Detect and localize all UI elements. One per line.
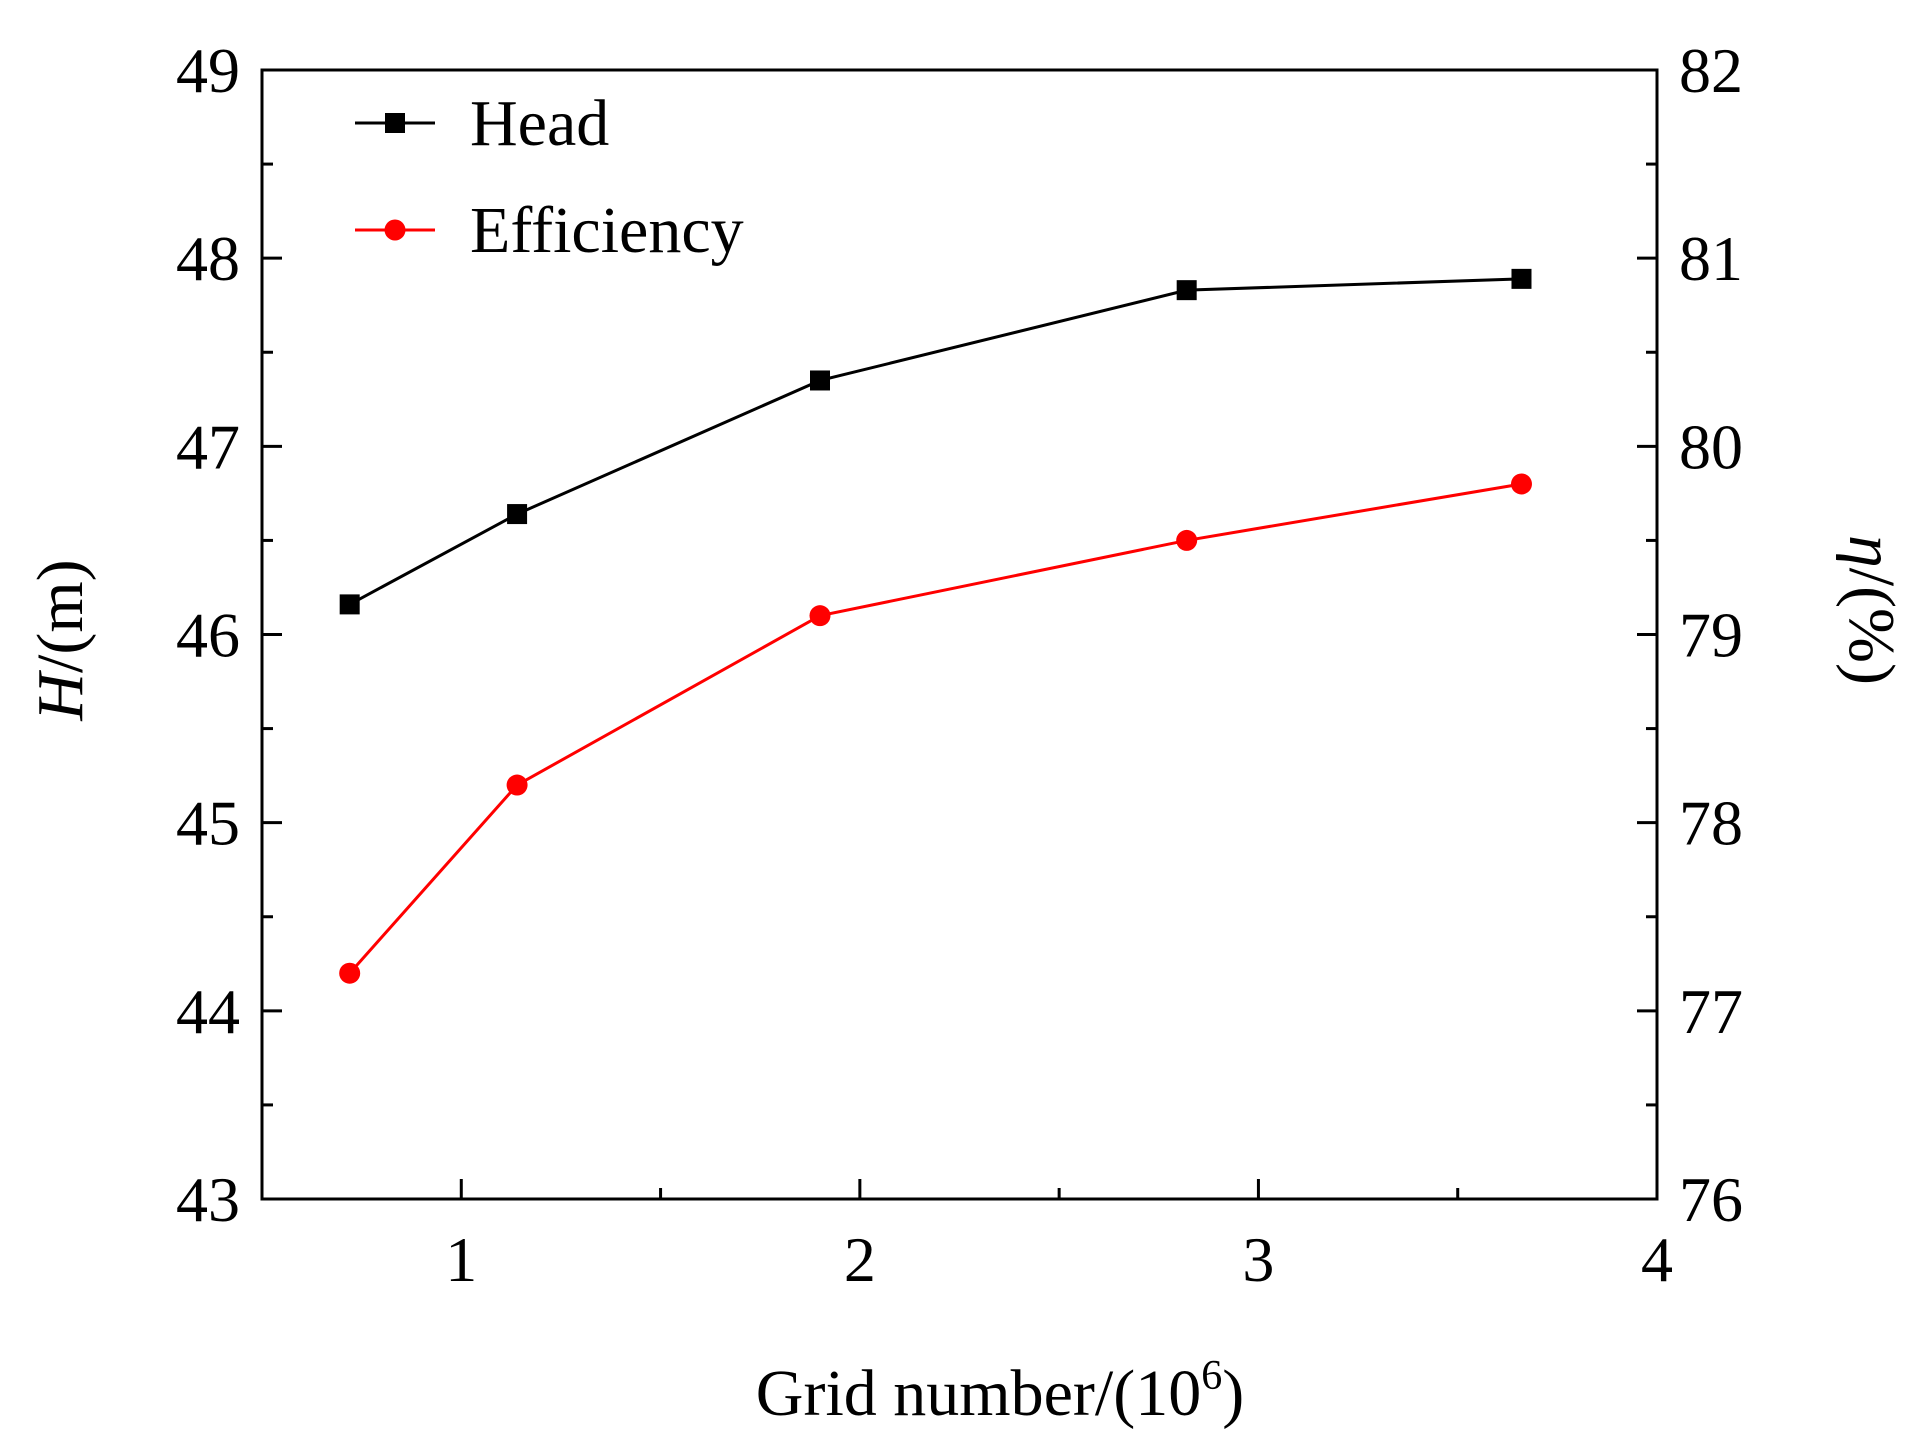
head-point-3 bbox=[1176, 280, 1197, 301]
head-point-2 bbox=[810, 370, 830, 391]
legend-efficiency-marker bbox=[384, 219, 406, 241]
efficiency-point-2 bbox=[809, 605, 831, 627]
legend: Head Efficiency bbox=[355, 87, 744, 267]
x-tick-label-2: 2 bbox=[844, 1224, 876, 1295]
y-right-axis-title: η/(%) bbox=[1835, 535, 1907, 685]
efficiency-point-0 bbox=[339, 962, 361, 984]
y-right-tick-label-78: 78 bbox=[1679, 788, 1743, 859]
x-tick-label-3: 3 bbox=[1242, 1224, 1274, 1295]
legend-head-marker bbox=[385, 113, 405, 133]
y-left-axis-title: H/(m) bbox=[24, 559, 97, 721]
head-point-4 bbox=[1511, 268, 1532, 289]
axes-layer: 1 2 3 4 43 44 45 46 47 48 49 76 77 78 79 80 81 82 bbox=[176, 35, 1743, 1295]
y-left-tick-label-49: 49 bbox=[176, 35, 240, 106]
x-axis-title: Grid number/(106) bbox=[756, 1353, 1244, 1430]
head-line bbox=[348, 277, 1522, 606]
y-left-tick-label-43: 43 bbox=[176, 1164, 240, 1235]
head-point-0 bbox=[339, 594, 360, 615]
efficiency-point-3 bbox=[1176, 529, 1198, 551]
x-tick-label-4: 4 bbox=[1641, 1224, 1673, 1295]
y-left-tick-label-47: 47 bbox=[176, 411, 240, 482]
efficiency-line bbox=[348, 482, 1522, 975]
y-left-tick-label-48: 48 bbox=[176, 223, 240, 294]
y-right-tick-label-76: 76 bbox=[1679, 1164, 1743, 1235]
y-right-tick-label-82: 82 bbox=[1679, 35, 1743, 106]
y-left-tick-label-44: 44 bbox=[176, 976, 240, 1047]
y-left-tick-label-45: 45 bbox=[176, 788, 240, 859]
legend-head-label: Head bbox=[470, 87, 609, 160]
efficiency-point-1 bbox=[506, 774, 528, 796]
x-tick-label-1: 1 bbox=[445, 1224, 477, 1295]
efficiency-point-4 bbox=[1510, 473, 1532, 495]
legend-efficiency-label: Efficiency bbox=[470, 194, 744, 267]
y-left-tick-label-46: 46 bbox=[176, 600, 240, 671]
series-layer bbox=[339, 268, 1532, 984]
y-right-tick-label-77: 77 bbox=[1679, 976, 1743, 1047]
y-right-tick-label-81: 81 bbox=[1679, 223, 1743, 294]
head-point-1 bbox=[507, 504, 528, 525]
y-right-tick-label-80: 80 bbox=[1679, 411, 1743, 482]
y-right-tick-label-79: 79 bbox=[1679, 600, 1743, 671]
